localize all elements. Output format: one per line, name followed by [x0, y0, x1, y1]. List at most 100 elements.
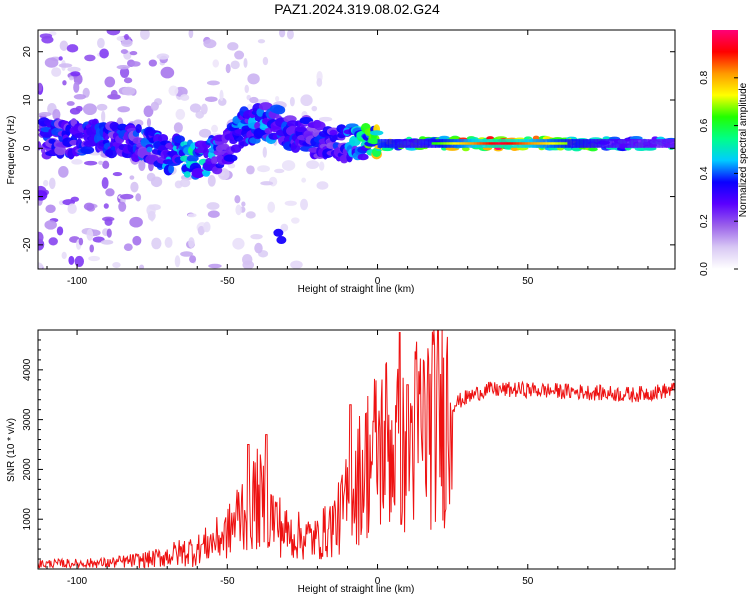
spectrogram-cell	[440, 142, 445, 145]
snr-y-tick-label: 4000	[22, 358, 33, 381]
spectrogram-cell	[206, 202, 220, 210]
spectrogram-cell	[388, 139, 393, 148]
snr-y-tick-label: 3000	[22, 408, 33, 431]
spectrogram-cell	[67, 66, 81, 73]
spectrogram-cell	[503, 142, 508, 145]
spectrogram-cell	[117, 106, 130, 113]
spectrogram-cell	[74, 132, 85, 139]
spectrogram-cell	[273, 105, 286, 115]
spectrogram-cell	[590, 139, 595, 148]
spectrogram-cell	[180, 251, 194, 257]
spectrogram-cell	[579, 139, 584, 148]
spectrogram-cell	[254, 242, 263, 254]
spectrogram-cell	[123, 243, 133, 251]
spectrogram-cell	[300, 94, 313, 107]
spectrogram-cell	[485, 142, 490, 145]
spectrogram-cell	[455, 142, 460, 145]
spectrogram-cell	[413, 139, 418, 148]
spectrogram-cell	[626, 139, 631, 148]
spectrogram-cell	[188, 237, 195, 249]
spectrogram-cell	[611, 139, 617, 148]
spectrogram-cell	[470, 142, 475, 145]
spectrogram-cell	[123, 34, 129, 41]
figure-title: PAZ1.2024.319.08.02.G24	[274, 1, 440, 17]
colorbar-tick-label: 0.8	[699, 70, 710, 84]
spectrogram-cell	[67, 203, 77, 215]
spectrogram-cell	[399, 139, 404, 148]
spectrogram-cell	[557, 142, 562, 145]
spectrogram-cell	[533, 142, 538, 145]
colorbar-ticks: 0.0 0.2 0.4 0.6 0.8	[699, 70, 738, 276]
spectrogram-cell	[188, 30, 194, 39]
spectrogram-cell	[243, 58, 248, 68]
spectrogram-cell	[74, 255, 84, 268]
spectrogram-cell	[306, 160, 320, 169]
spectrogram-cell	[164, 236, 173, 248]
spectrogram-cell	[70, 71, 81, 77]
spectrogram-cell	[462, 146, 470, 152]
spectrogram-cell	[149, 204, 161, 211]
spectrogram-cell	[234, 195, 241, 204]
spectrogram-cell	[260, 181, 274, 186]
spectrogram-cell	[129, 216, 143, 228]
spectrogram-cell	[539, 142, 544, 145]
spectrogram-x-tick-label: 0	[375, 276, 381, 287]
spectrogram-cell	[78, 237, 84, 246]
spectrogram-cell	[138, 159, 146, 172]
spectrogram-y-tick-label: -10	[22, 189, 33, 204]
snr-y-tick-label: 2000	[22, 458, 33, 481]
spectrogram-cell	[488, 142, 493, 145]
spectrogram-cell	[449, 142, 454, 145]
spectrogram-cell	[175, 108, 186, 120]
spectrogram-cell	[104, 76, 116, 88]
spectrogram-cell	[96, 103, 108, 111]
spectrogram-cell	[38, 231, 44, 243]
spectrogram-cell	[629, 139, 635, 148]
spectrogram-cell	[97, 37, 105, 49]
spectrogram-cell	[548, 142, 553, 145]
spectrogram-cell	[651, 139, 656, 148]
spectrogram-cell	[104, 218, 113, 226]
spectrogram-y-tick-label: 10	[22, 94, 33, 106]
spectrogram-cell	[232, 237, 245, 250]
spectrogram-cell	[633, 139, 638, 148]
spectrogram-cell	[406, 139, 411, 148]
spectrogram-cell	[367, 138, 381, 145]
spectrogram-cell	[300, 198, 309, 211]
spectrogram-cell	[437, 142, 442, 145]
spectrogram-cell	[146, 146, 153, 153]
spectrogram-cell	[434, 142, 439, 145]
spectrogram-cell	[521, 142, 526, 145]
spectrogram-cell	[99, 48, 109, 59]
spectrogram-cell	[452, 142, 457, 145]
spectrogram-cell	[38, 82, 43, 92]
spectrogram-cell	[494, 142, 499, 145]
spectrogram-cell	[669, 139, 674, 148]
spectrogram-cell	[65, 124, 72, 136]
spectrogram-cell	[58, 63, 73, 68]
spectrogram-cell	[197, 225, 205, 236]
spectrogram-cell	[662, 139, 667, 148]
snr-panel: -100 -50 0 50 1000 2000 3000 4000 Height of st…	[6, 329, 676, 595]
spectrogram-cell	[530, 142, 535, 145]
spectrogram-cell	[391, 139, 397, 148]
spectrogram-cell	[211, 124, 219, 133]
spectrogram-cell	[301, 177, 307, 183]
snr-y-label: SNR (10 * v/v)	[6, 418, 17, 482]
spectrogram-cell	[473, 142, 478, 145]
spectrogram-cell	[506, 142, 511, 145]
spectrogram-cell	[68, 255, 75, 265]
spectrogram-cell	[146, 117, 152, 127]
spectrogram-cell	[120, 193, 134, 200]
spectrogram-cell	[536, 142, 541, 145]
spectrogram-cell	[658, 139, 663, 148]
spectrogram-cell	[202, 171, 210, 177]
spectrogram-cell	[119, 66, 130, 79]
spectrogram-cell	[69, 139, 79, 146]
spectrogram-cell	[120, 49, 129, 54]
spectrogram-y-label: Frequency (Hz)	[6, 116, 17, 185]
spectrogram-y-tick-label: -20	[22, 237, 33, 252]
spectrogram-cell	[44, 220, 57, 230]
spectrogram-cell	[290, 260, 303, 269]
